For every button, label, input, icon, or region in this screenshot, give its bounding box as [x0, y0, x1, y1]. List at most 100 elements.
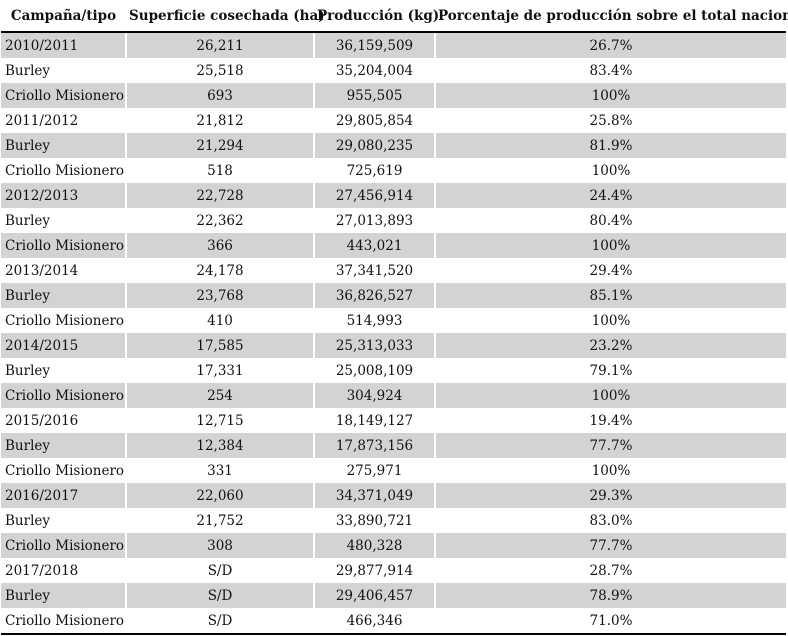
table-cell: 22,060 — [126, 483, 315, 508]
table-cell: 466,346 — [314, 608, 436, 635]
table-cell: 35,204,004 — [314, 58, 436, 83]
table-cell: 25.8% — [589, 112, 633, 129]
table-cell: 22,728 — [126, 183, 315, 208]
table-cell: 23,768 — [126, 283, 315, 308]
table-cell: 80.4% — [589, 212, 633, 229]
table-row: 2013/2014 24,178 37,341,520 29.4% — [1, 258, 786, 283]
table-row: Criollo Misionero 693 955,505 100% — [1, 83, 786, 108]
table-cell: 21,752 — [126, 508, 315, 533]
header-cell: Producción (kg) — [314, 0, 439, 33]
table-cell: 26.7% — [435, 32, 786, 58]
table-cell: 27,456,914 — [314, 183, 436, 208]
table-cell: 17,585 — [126, 333, 315, 358]
table-cell: 19.4% — [589, 412, 633, 429]
table-cell: Criollo Misionero — [1, 158, 127, 183]
table-cell: Criollo Misionero — [1, 458, 127, 483]
table-cell: Burley — [1, 133, 127, 158]
table-cell: 410 — [126, 308, 315, 333]
table-cell: 2012/2013 — [1, 183, 127, 208]
table-cell: 24,178 — [126, 258, 315, 283]
table-row: Burley 21,752 33,890,721 83.0% — [1, 508, 786, 533]
table-cell: 725,619 — [314, 158, 436, 183]
table-cell: 693 — [126, 83, 315, 108]
table-cell: 29,406,457 — [314, 583, 436, 608]
table-cell: 2016/2017 — [1, 483, 127, 508]
table-cell: 36,159,509 — [314, 32, 436, 58]
table-row: 2011/2012 21,812 29,805,854 25.8% — [1, 108, 786, 133]
table-cell: 2014/2015 — [1, 333, 127, 358]
table-cell: 17,331 — [126, 358, 315, 383]
table-cell: 26,211 — [126, 32, 315, 58]
table-cell: 23.2% — [435, 333, 786, 358]
table-row: 2015/2016 12,715 18,149,127 19.4% — [1, 408, 786, 433]
table-cell: 22,362 — [126, 208, 315, 233]
table-cell: 514,993 — [314, 308, 436, 333]
table-cell: 25,008,109 — [314, 358, 436, 383]
table-cell: 79.1% — [589, 362, 633, 379]
table-cell: 29.4% — [589, 262, 633, 279]
table-cell: Burley — [1, 508, 127, 533]
table-cell: 2015/2016 — [1, 408, 127, 433]
header-cell: Porcentaje de producción sobre el total … — [435, 0, 788, 33]
table-cell: 12,384 — [126, 433, 315, 458]
header-cell: Campaña/tipo — [1, 0, 126, 33]
table-row: Criollo Misionero 366 443,021 100% — [1, 233, 786, 258]
table-cell: Burley — [1, 58, 127, 83]
table-cell: 29.3% — [435, 483, 786, 508]
table-row: 2012/2013 22,728 27,456,914 24.4% — [1, 183, 786, 208]
table-row: 2010/2011 26,211 36,159,509 26.7% — [1, 32, 786, 58]
table-cell: 27,013,893 — [314, 208, 436, 233]
table-cell: 33,890,721 — [314, 508, 436, 533]
table-cell: Criollo Misionero — [1, 533, 127, 558]
table-cell: 24.4% — [435, 183, 786, 208]
table-cell: 254 — [126, 383, 315, 408]
table-cell: 2011/2012 — [1, 108, 127, 133]
table-cell: 2017/2018 — [1, 558, 127, 583]
table-cell: Burley — [1, 583, 127, 608]
table-cell: 480,328 — [314, 533, 436, 558]
table-cell: Burley — [1, 208, 127, 233]
table-row: Criollo Misionero 254 304,924 100% — [1, 383, 786, 408]
table-cell: S/D — [126, 558, 315, 583]
table-cell: S/D — [126, 608, 315, 635]
table-cell: 443,021 — [314, 233, 436, 258]
table-cell: 12,715 — [126, 408, 315, 433]
table-cell: 34,371,049 — [314, 483, 436, 508]
table-cell: 100% — [435, 233, 786, 258]
table-row: Burley S/D 29,406,457 78.9% — [1, 583, 786, 608]
table-cell: 77.7% — [435, 533, 786, 558]
table-row: Burley 17,331 25,008,109 79.1% — [1, 358, 786, 383]
table-cell: 2013/2014 — [1, 258, 127, 283]
table-cell: 85.1% — [435, 283, 786, 308]
table-cell: 25,313,033 — [314, 333, 436, 358]
table-row: 2014/2015 17,585 25,313,033 23.2% — [1, 333, 786, 358]
table-cell: 331 — [126, 458, 315, 483]
table-body: 2010/2011 26,211 36,159,509 26.7% Burley 25,5… — [1, 32, 786, 635]
table-row: Criollo Misionero 331 275,971 100% — [1, 458, 786, 483]
table-cell: 28.7% — [589, 562, 633, 579]
table-cell: 37,341,520 — [314, 258, 436, 283]
table-cell: 366 — [126, 233, 315, 258]
table-cell: 29,080,235 — [314, 133, 436, 158]
table-row: Criollo Misionero 410 514,993 100% — [1, 308, 786, 333]
table-row: Criollo Misionero 518 725,619 100% — [1, 158, 786, 183]
table-cell: 304,924 — [314, 383, 436, 408]
table-row: 2016/2017 22,060 34,371,049 29.3% — [1, 483, 786, 508]
table-cell: 100% — [591, 162, 631, 179]
table-row: Burley 21,294 29,080,235 81.9% — [1, 133, 786, 158]
header-row: Campaña/tipo Superficie cosechada (ha) Pro… — [1, 0, 788, 33]
table-cell: 955,505 — [314, 83, 436, 108]
table-cell: 21,812 — [126, 108, 315, 133]
table-row: Burley 22,362 27,013,893 80.4% — [1, 208, 786, 233]
table-cell: 18,149,127 — [314, 408, 436, 433]
table-row: Criollo Misionero S/D 466,346 71.0% — [1, 608, 786, 635]
table-row: 2017/2018 S/D 29,877,914 28.7% — [1, 558, 786, 583]
table-cell: 78.9% — [435, 583, 786, 608]
table-cell: Criollo Misionero — [1, 233, 127, 258]
table-cell: 275,971 — [314, 458, 436, 483]
table-cell: 83.0% — [589, 512, 633, 529]
table-row: Criollo Misionero 308 480,328 77.7% — [1, 533, 786, 558]
table-cell: Burley — [1, 358, 127, 383]
table-row: Burley 12,384 17,873,156 77.7% — [1, 433, 786, 458]
